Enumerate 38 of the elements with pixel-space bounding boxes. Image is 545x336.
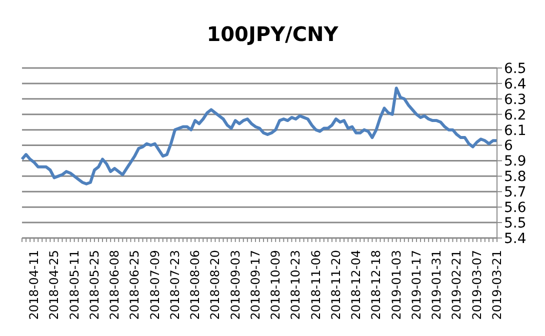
- y-tick-label: 6.1: [504, 122, 526, 139]
- line-series: [20, 86, 498, 186]
- x-tick-label: 2018-05-25: [87, 250, 102, 320]
- x-tick-label: 2018-10-23: [288, 250, 303, 320]
- x-tick-label: 2018-06-08: [108, 250, 122, 320]
- x-tick-label: 2018-09-17: [248, 250, 262, 320]
- y-tick-label: 6.4: [504, 76, 526, 92]
- y-tick-label: 5.8: [504, 169, 526, 186]
- x-tick-label: 2018-12-04: [349, 250, 364, 320]
- x-tick-label: 2018-11-20: [328, 250, 343, 320]
- x-tick-label: 2018-08-20: [208, 250, 222, 320]
- y-tick-label: 5.4: [504, 230, 526, 247]
- y-tick-label: 6.3: [504, 92, 526, 108]
- x-tick-label: 2019-03-07: [470, 250, 484, 320]
- x-tick-label: 2018-12-18: [369, 250, 384, 320]
- x-tick-label: 2018-09-03: [228, 250, 242, 320]
- x-tick-label: 2018-11-06: [308, 250, 323, 320]
- x-tick-label: 2018-05-11: [67, 250, 82, 320]
- y-tick-label: 5.9: [504, 154, 526, 170]
- x-tick-label: 2019-01-03: [389, 250, 404, 320]
- y-tick-label: 5.5: [504, 216, 526, 232]
- y-tick-label: 5.7: [504, 184, 526, 201]
- x-tick-label: 2019-01-31: [430, 250, 444, 320]
- y-tick-label: 5.6: [504, 200, 526, 216]
- x-tick-label: 2019-03-21: [490, 250, 504, 320]
- x-tick-label: 2018-04-11: [27, 250, 42, 320]
- chart-title: 100JPY/CNY: [206, 22, 340, 46]
- x-tick-label: 2018-08-06: [188, 250, 202, 320]
- x-tick-label: 2018-10-09: [268, 250, 283, 320]
- y-tick-label: 6.2: [504, 107, 526, 124]
- x-tick-label: 2018-06-25: [128, 250, 142, 320]
- x-tick-label: 2018-07-09: [148, 250, 162, 320]
- y-tick-label: 6.5: [504, 60, 526, 77]
- x-tick-label: 2019-02-21: [450, 250, 464, 320]
- x-tick-label: 2018-04-25: [47, 250, 62, 320]
- x-tick-label: 2019-01-17: [409, 250, 424, 320]
- y-tick-label: 6: [504, 138, 513, 154]
- x-tick-label: 2018-07-23: [168, 250, 182, 320]
